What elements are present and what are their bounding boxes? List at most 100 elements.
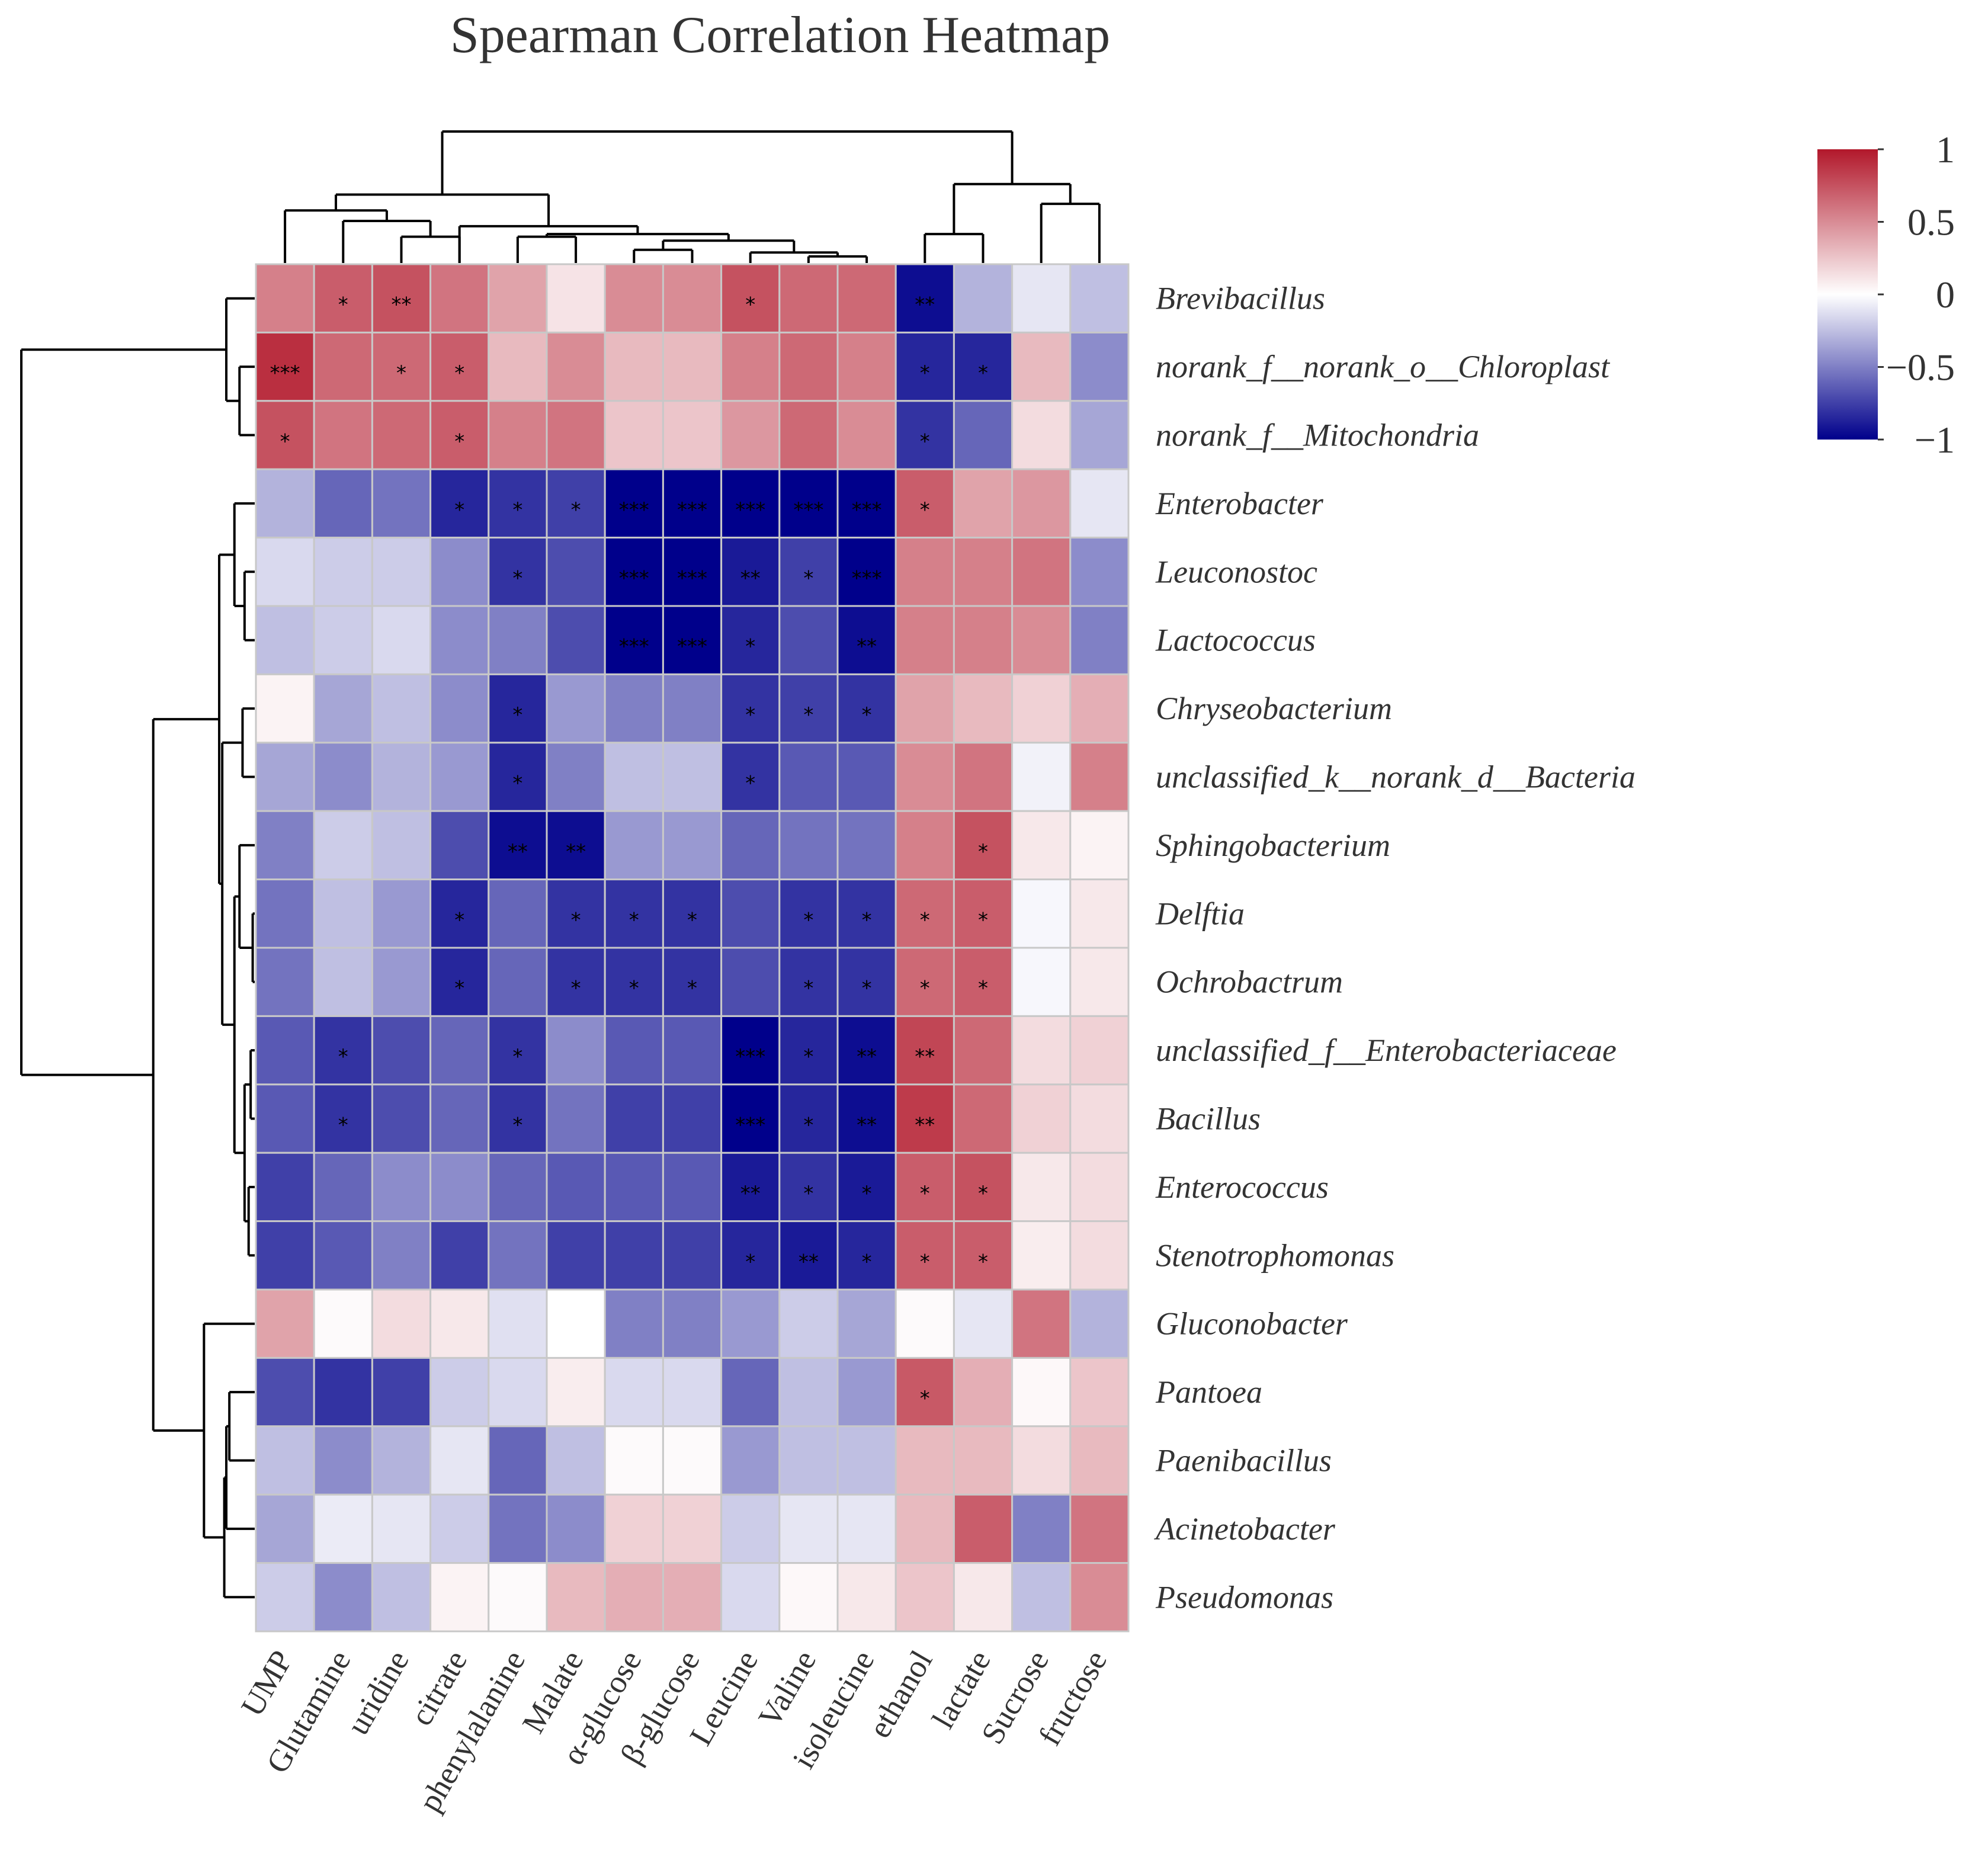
cell-acinetobacter-fructose — [1069, 1493, 1130, 1564]
cell-acinetobacter-valine — [778, 1493, 839, 1564]
cell-pseudomonas-uridine — [371, 1562, 432, 1633]
cell-acinetobacter-citrate — [429, 1493, 490, 1564]
cell-unclassified-k-norank-d-bacteria-sucrose — [1011, 742, 1072, 812]
significance-marker: * — [512, 1114, 522, 1137]
cell-norank-f-mitochondria-glucose — [662, 400, 723, 470]
cell-sphingobacterium-ethanol — [894, 810, 955, 881]
significance-marker: ** — [799, 1250, 819, 1274]
row-labels: Brevibacillus norank_f__norank_o__Chlorop… — [1154, 281, 1636, 1615]
cell-unclassified-f-enterobacteriaceae-uridine — [371, 1015, 432, 1086]
cell-pseudomonas-glucose — [604, 1562, 664, 1633]
significance-marker: ** — [740, 1182, 761, 1205]
significance-marker: * — [920, 1250, 930, 1274]
chart-title: Spearman Correlation Heatmap — [450, 7, 1110, 64]
cell-enterococcus-ump — [255, 1152, 315, 1223]
cell-brevibacillus-isoleucine — [836, 263, 897, 333]
cell-enterococcus-fructose — [1069, 1152, 1130, 1223]
cell-gluconobacter-glucose — [662, 1288, 723, 1359]
cell-lactococcus-fructose — [1069, 605, 1130, 675]
cell-chryseobacterium-malate — [546, 673, 606, 744]
column-dendrogram — [284, 130, 1101, 263]
cell-bacillus-glucose — [662, 1083, 723, 1154]
cell-lactococcus-ethanol — [894, 605, 955, 675]
cell-brevibacillus-uridine — [371, 263, 432, 333]
cell-paenibacillus-lactate — [953, 1425, 1014, 1496]
cell-leuconostoc-lactate — [953, 537, 1014, 607]
cell-paenibacillus-glucose — [662, 1425, 723, 1496]
cell-sphingobacterium-uridine — [371, 810, 432, 881]
cell-paenibacillus-citrate — [429, 1425, 490, 1496]
cell-norank-f-norank-o-chloroplast-valine — [778, 331, 839, 402]
cell-brevibacillus-fructose — [1069, 263, 1130, 333]
cell-lactococcus-lactate — [953, 605, 1014, 675]
cell-enterococcus-uridine — [371, 1152, 432, 1223]
cell-pantoea-glutamine — [313, 1356, 373, 1428]
cell-norank-f-norank-o-chloroplast-ethanol — [894, 331, 955, 402]
cell-ochrobactrum-lactate — [953, 947, 1014, 1017]
significance-marker: *** — [619, 566, 649, 590]
row-label-stenotrophomonas: Stenotrophomonas — [1156, 1237, 1394, 1273]
cell-norank-f-mitochondria-sucrose — [1011, 400, 1072, 470]
significance-marker: * — [512, 498, 522, 522]
significance-marker: * — [920, 498, 930, 522]
cell-chryseobacterium-fructose — [1069, 673, 1130, 744]
cell-enterobacter-uridine — [371, 468, 432, 539]
cell-acinetobacter-ethanol — [894, 1493, 955, 1564]
cell-ochrobactrum-phenylalanine — [488, 947, 548, 1017]
cell-norank-f-norank-o-chloroplast-fructose — [1069, 331, 1130, 402]
cell-stenotrophomonas-glucose — [662, 1220, 723, 1291]
cell-paenibacillus-isoleucine — [836, 1425, 897, 1496]
cell-sphingobacterium-sucrose — [1011, 810, 1072, 881]
cell-norank-f-mitochondria-lactate — [953, 400, 1014, 470]
cell-pantoea-citrate — [429, 1356, 490, 1428]
cell-stenotrophomonas-glutamine — [313, 1220, 373, 1291]
row-label-acinetobacter: Acinetobacter — [1154, 1511, 1336, 1547]
cell-gluconobacter-isoleucine — [836, 1288, 897, 1359]
colorbar-ticks: 1 0.5 0 −0.5 −1 — [1878, 129, 1955, 461]
cell-leuconostoc-glucose — [604, 537, 664, 607]
significance-marker: * — [687, 977, 697, 1000]
cell-stenotrophomonas-phenylalanine — [488, 1220, 548, 1291]
cell-gluconobacter-ump — [255, 1288, 315, 1359]
cell-delftia-glutamine — [313, 878, 373, 949]
cell-pantoea-phenylalanine — [488, 1356, 548, 1428]
cell-enterobacter-glutamine — [313, 468, 373, 539]
cell-chryseobacterium-uridine — [371, 673, 432, 744]
cell-pseudomonas-ethanol — [894, 1562, 955, 1633]
significance-marker: * — [512, 1045, 522, 1069]
cell-norank-f-norank-o-chloroplast-sucrose — [1011, 331, 1072, 402]
row-label-gluconobacter: Gluconobacter — [1156, 1306, 1348, 1342]
significance-marker: * — [920, 1387, 930, 1410]
cell-pseudomonas-isoleucine — [836, 1562, 897, 1633]
cell-ochrobactrum-uridine — [371, 947, 432, 1017]
cell-delftia-citrate — [429, 878, 490, 949]
cell-enterococcus-malate — [546, 1152, 606, 1223]
significance-marker: * — [687, 908, 697, 932]
cell-stenotrophomonas-glucose — [604, 1220, 664, 1291]
significance-marker: *** — [677, 566, 707, 590]
cell-sphingobacterium-isoleucine — [836, 810, 897, 881]
cell-acinetobacter-uridine — [371, 1493, 432, 1564]
cell-brevibacillus-phenylalanine — [488, 263, 548, 333]
cell-bacillus-isoleucine — [836, 1083, 897, 1154]
row-label-pseudomonas: Pseudomonas — [1155, 1579, 1333, 1615]
cell-unclassified-k-norank-d-bacteria-malate — [546, 742, 606, 812]
cell-brevibacillus-valine — [778, 263, 839, 333]
cell-sphingobacterium-lactate — [953, 810, 1014, 881]
cell-stenotrophomonas-ump — [255, 1220, 315, 1291]
significance-marker: *** — [270, 361, 300, 385]
cell-enterobacter-fructose — [1069, 468, 1130, 539]
cell-sphingobacterium-malate — [546, 810, 606, 881]
cell-unclassified-k-norank-d-bacteria-ump — [255, 742, 315, 812]
row-label-norank-f-mitochondria: norank_f__Mitochondria — [1156, 418, 1479, 453]
cell-ochrobactrum-glutamine — [313, 947, 373, 1017]
cell-delftia-ump — [255, 878, 315, 949]
significance-marker: *** — [677, 635, 707, 659]
cell-norank-f-mitochondria-glutamine — [313, 400, 373, 470]
row-label-pantoea: Pantoea — [1155, 1374, 1262, 1410]
significance-marker: * — [803, 1114, 813, 1137]
cell-leuconostoc-ethanol — [894, 537, 955, 607]
cell-pantoea-valine — [778, 1356, 839, 1428]
cell-acinetobacter-leucine — [720, 1493, 781, 1564]
significance-marker: * — [745, 703, 755, 727]
